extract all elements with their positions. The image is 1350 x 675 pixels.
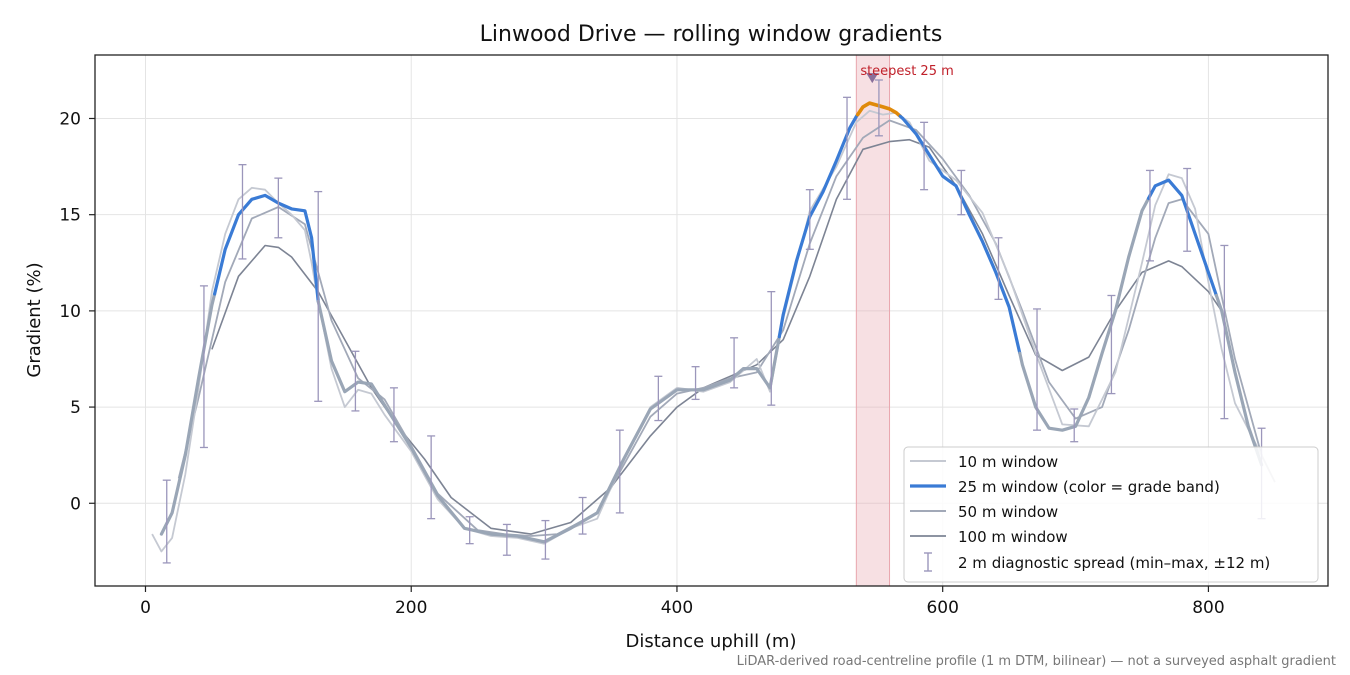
- spread-errorbar: [730, 337, 739, 389]
- legend-label-spread: 2 m diagnostic spread (min–max, ±12 m): [958, 554, 1270, 572]
- legend-label-10m: 10 m window: [958, 453, 1058, 471]
- grid-lines: [95, 55, 1328, 586]
- spread-errorbar: [162, 479, 171, 564]
- spread-errorbar: [238, 164, 247, 260]
- series-100m-line: [211, 138, 1223, 535]
- legend-label-25m: 25 m window (color = grade band): [958, 478, 1220, 496]
- spread-errorbar: [654, 375, 663, 422]
- x-tick-label: 200: [395, 598, 427, 618]
- spread-errorbar: [541, 519, 550, 560]
- spread-errorbar: [615, 429, 624, 514]
- y-tick-label: 5: [70, 398, 81, 418]
- spread-errorbar: [578, 496, 587, 535]
- footnote: LiDAR-derived road-centreline profile (1…: [737, 654, 1336, 669]
- chart-title: Linwood Drive — rolling window gradients: [480, 22, 943, 47]
- plot-frame: [94, 54, 1329, 587]
- series-25m-segment-steep: [898, 114, 1022, 355]
- y-tick-label: 10: [59, 302, 81, 322]
- spread-errorbar: [314, 190, 323, 402]
- diagnostic-spread-errorbars: [162, 79, 1266, 564]
- y-tick-label: 0: [70, 494, 81, 514]
- spread-errorbar: [1145, 169, 1154, 262]
- series-25m-segment-base: [1018, 196, 1151, 432]
- spread-errorbar: [1220, 244, 1229, 420]
- spread-errorbar: [805, 189, 814, 250]
- spread-errorbar: [691, 366, 700, 401]
- spread-errorbar: [957, 169, 966, 216]
- spread-errorbar: [199, 285, 208, 449]
- spread-errorbar: [994, 237, 1003, 300]
- series-25m-segment-steep: [777, 113, 860, 339]
- series-25m-segment-steep: [213, 193, 320, 303]
- x-tick-label: 400: [661, 598, 693, 618]
- y-tick-label: 15: [59, 206, 81, 226]
- y-tick-label: 20: [59, 109, 81, 129]
- spread-errorbar: [1070, 408, 1079, 443]
- spread-errorbar: [920, 121, 929, 191]
- legend-label-50m: 50 m window: [958, 503, 1058, 521]
- spread-errorbar: [843, 96, 852, 200]
- spread-errorbar: [427, 435, 436, 520]
- legend: 10 m window 25 m window (color = grade b…: [903, 446, 1319, 583]
- series-25m-segment-base: [1214, 293, 1264, 467]
- x-tick-label: 600: [926, 598, 958, 618]
- spread-errorbar: [389, 387, 398, 443]
- x-tick-label: 0: [140, 598, 151, 618]
- series-lines: [151, 101, 1276, 553]
- series-25m-segment-base: [316, 299, 781, 544]
- spread-errorbar: [465, 516, 474, 545]
- series-25m-segment-max: [855, 101, 902, 118]
- y-axis-label: Gradient (%): [24, 262, 45, 377]
- steepest-highlight-band: [855, 54, 891, 587]
- spread-errorbar: [1107, 294, 1116, 395]
- spread-errorbar: [874, 79, 883, 137]
- spread-errorbar: [1033, 308, 1042, 431]
- spread-errorbar: [767, 290, 776, 406]
- series-25m-segment-steep: [1147, 178, 1218, 298]
- x-tick-label: 800: [1192, 598, 1224, 618]
- series-25m-segment-base: [159, 292, 217, 536]
- legend-label-100m: 100 m window: [958, 528, 1068, 546]
- steepest-label: steepest 25 m: [860, 64, 953, 79]
- spread-errorbar: [351, 350, 360, 412]
- spread-errorbar: [502, 523, 511, 556]
- steepest-marker-icon: [866, 73, 879, 84]
- legend-box: [903, 446, 1319, 583]
- spread-errorbar: [274, 177, 283, 239]
- spread-errorbar: [1183, 167, 1192, 252]
- steepest-band-rect: [855, 54, 891, 587]
- legend-swatch-spread: [924, 552, 932, 572]
- axis-ticks: 0 200 400 600 800 0 5 10 15 20: [59, 109, 1224, 618]
- annotations: steepest 25 m: [860, 64, 954, 84]
- x-axis-label: Distance uphill (m): [626, 631, 797, 652]
